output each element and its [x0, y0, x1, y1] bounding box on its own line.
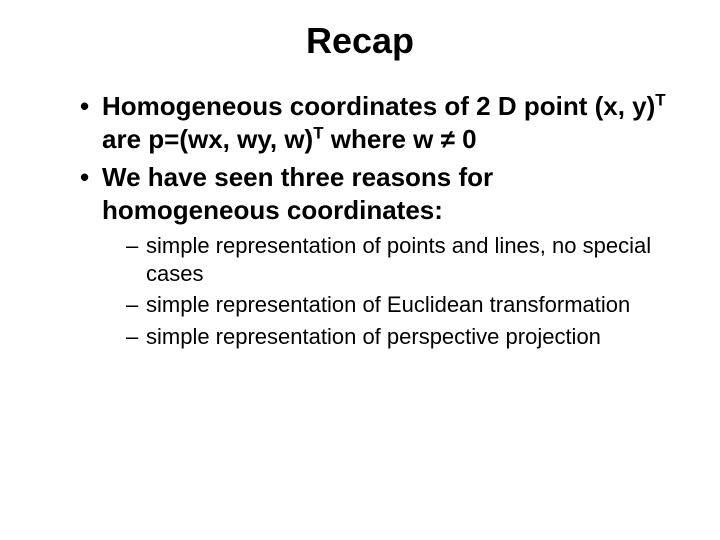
bullet-text: T — [655, 90, 665, 109]
bullet-list: Homogeneous coordinates of 2 D point (x,… — [50, 90, 670, 350]
sub-bullet-text: simple representation of Euclidean trans… — [146, 292, 630, 317]
sub-bullet-item: simple representation of points and line… — [126, 232, 670, 287]
slide: Recap Homogeneous coordinates of 2 D poi… — [0, 0, 720, 540]
bullet-text: We have seen three reasons for homogeneo… — [102, 162, 493, 225]
bullet-text: T — [313, 123, 323, 142]
bullet-item: We have seen three reasons for homogeneo… — [80, 161, 670, 226]
sub-bullet-item: simple representation of perspective pro… — [126, 323, 670, 351]
bullet-text: Homogeneous coordinates of 2 D point (x,… — [102, 91, 655, 121]
sub-bullet-text: simple representation of perspective pro… — [146, 324, 601, 349]
slide-title: Recap — [50, 20, 670, 62]
sub-bullet-text: simple representation of points and line… — [146, 233, 651, 286]
bullet-text: are p=(wx, wy, w) — [102, 124, 313, 154]
bullet-item: Homogeneous coordinates of 2 D point (x,… — [80, 90, 670, 155]
bullet-text: where w ≠ 0 — [324, 124, 477, 154]
sub-bullet-item: simple representation of Euclidean trans… — [126, 291, 670, 319]
sub-bullet-list: simple representation of points and line… — [80, 232, 670, 350]
